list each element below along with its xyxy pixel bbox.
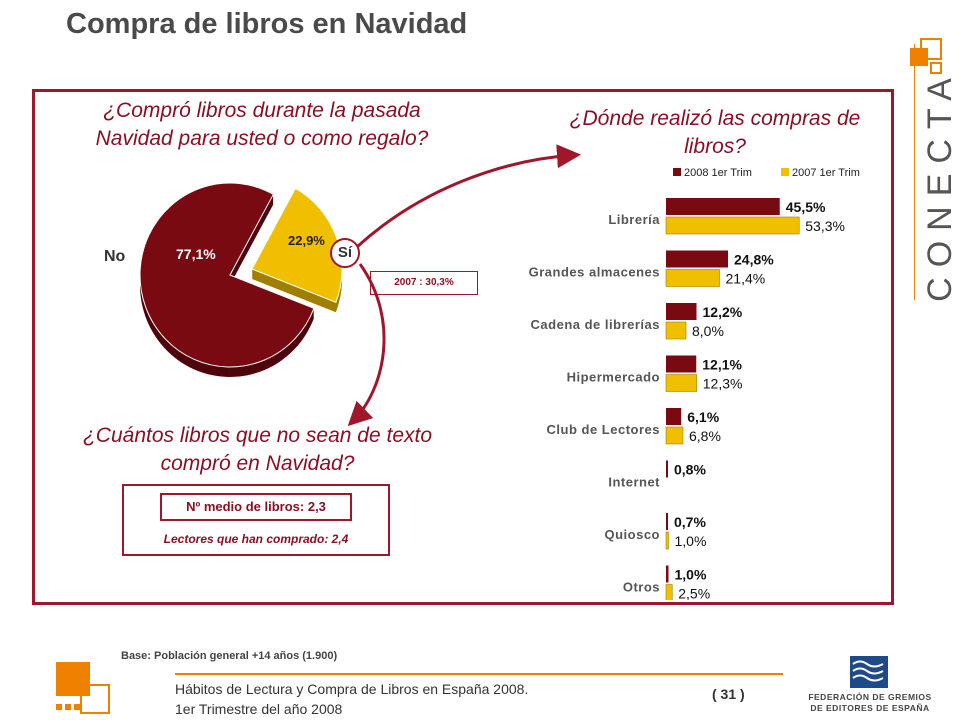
bar-2008-label: 24,8% bbox=[734, 252, 774, 268]
footer-line2: 1er Trimestre del año 2008 bbox=[175, 701, 343, 717]
bar-2008-label: 45,5% bbox=[786, 199, 826, 215]
category-label: Quiosco bbox=[604, 527, 660, 542]
bar-2007 bbox=[665, 584, 673, 600]
bar-2007-label: 8,0% bbox=[692, 323, 724, 339]
bar-2007-label: 53,3% bbox=[805, 218, 845, 234]
arrow-to-how-many bbox=[347, 263, 386, 427]
category-label: Hipermercado bbox=[567, 370, 660, 385]
legend-label-1: 2008 1er Trim bbox=[684, 167, 752, 179]
bar-2008 bbox=[666, 303, 697, 320]
pie-slice-si bbox=[251, 187, 343, 303]
bar-2007 bbox=[665, 269, 720, 287]
bar-2008-label: 12,2% bbox=[703, 304, 743, 320]
bar-2008 bbox=[666, 513, 668, 530]
logo-square-outline bbox=[920, 38, 942, 60]
avg-books-box: Nº medio de libros: 2,3 bbox=[160, 493, 352, 521]
bar-2007 bbox=[665, 216, 800, 235]
bar-2008-label: 1,0% bbox=[675, 567, 707, 583]
bar-2008 bbox=[666, 460, 668, 478]
bar-2008-label: 12,1% bbox=[702, 357, 742, 373]
bar-2008 bbox=[666, 198, 780, 215]
category-label: Otros bbox=[623, 580, 660, 595]
federation-logo: FEDERACIÓN DE GREMIOS DE EDITORES DE ESP… bbox=[800, 656, 940, 716]
pie-value-no: 77,1% bbox=[176, 246, 216, 262]
pie-value-si: 22,9% bbox=[288, 233, 325, 248]
bar-2007-label: 6,8% bbox=[689, 428, 721, 444]
category-label: Grandes almacenes bbox=[529, 265, 660, 280]
base-note: Base: Población general +14 años (1.900) bbox=[121, 650, 338, 662]
bar-2007-label: 12,3% bbox=[703, 376, 743, 392]
conecta-logo: CONECTA bbox=[900, 30, 960, 302]
arrow-to-where bbox=[356, 144, 581, 248]
pie-chart bbox=[139, 182, 343, 377]
federation-line1: FEDERACIÓN DE GREMIOS bbox=[808, 692, 932, 702]
avg-books-label: Nº medio de libros: 2,3 bbox=[186, 499, 326, 514]
bar-2007 bbox=[665, 321, 687, 340]
category-label: Internet bbox=[608, 475, 660, 490]
bar-2007-label: 21,4% bbox=[726, 271, 766, 287]
bar-2007-label: 2,5% bbox=[678, 586, 710, 601]
bar-2008 bbox=[666, 565, 669, 583]
footer-square-outline bbox=[80, 684, 110, 714]
pie-slice-no bbox=[139, 182, 315, 368]
books-box bbox=[122, 484, 390, 556]
bar-2008 bbox=[666, 250, 728, 268]
footer-square-orange bbox=[56, 662, 90, 696]
logo-square-orange bbox=[910, 48, 928, 66]
readers-label: Lectores que han comprado: 2,4 bbox=[163, 532, 349, 546]
bar-2008-label: 0,7% bbox=[674, 514, 706, 530]
legend-swatch-2 bbox=[781, 168, 789, 176]
category-label: Club de Lectores bbox=[547, 422, 660, 437]
bar-chart: 2008 1er Trim 2007 1er Trim Librería 45,5% 5… bbox=[529, 167, 860, 601]
bar-2007-label: 1,0% bbox=[675, 533, 707, 549]
footer-line1: Hábitos de Lectura y Compra de Libros en… bbox=[175, 681, 529, 697]
si-marker: Sí bbox=[330, 238, 360, 268]
bar-2007 bbox=[665, 531, 669, 550]
federation-line2: DE EDITORES DE ESPAÑA bbox=[810, 703, 930, 713]
federation-emblem bbox=[850, 656, 888, 688]
question-how-many: ¿Cuántos libros que no sean de texto com… bbox=[82, 424, 433, 475]
bar-2007 bbox=[665, 374, 698, 392]
category-label: Librería bbox=[608, 212, 660, 227]
question-purchase: ¿Compró libros durante la pasada Navidad… bbox=[95, 99, 429, 150]
bar-2008 bbox=[666, 355, 697, 373]
bar-2008-label: 6,1% bbox=[687, 409, 719, 425]
footer-logo bbox=[56, 662, 114, 718]
footer-rule bbox=[175, 673, 783, 675]
bar-2007 bbox=[665, 426, 684, 445]
logo-square-small bbox=[930, 62, 942, 74]
footer-study: Hábitos de Lectura y Compra de Libros en… bbox=[175, 679, 528, 719]
page-title: Compra de libros en Navidad bbox=[66, 8, 468, 40]
question-where: ¿Dónde realizó las compras de libros? bbox=[569, 107, 861, 158]
pie-label-no: No bbox=[104, 248, 126, 265]
category-label: Cadena de librerías bbox=[531, 317, 660, 332]
legend-label-2: 2007 1er Trim bbox=[792, 167, 860, 179]
legend-swatch-1 bbox=[673, 168, 681, 176]
bar-2008 bbox=[666, 408, 682, 425]
pie-label-si: Sí bbox=[337, 244, 353, 261]
content-panel bbox=[32, 89, 894, 605]
bar-2008-label: 0,8% bbox=[674, 462, 706, 478]
page-number: ( 31 ) bbox=[712, 686, 745, 702]
